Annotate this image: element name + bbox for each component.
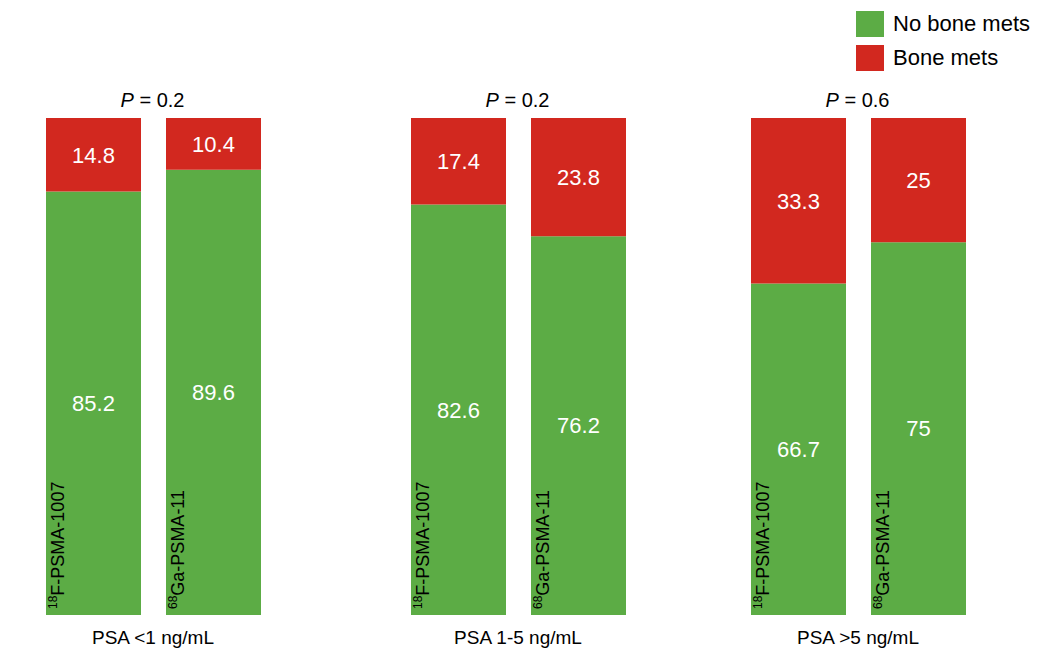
svg-text:76.2: 76.2 [557,413,600,438]
svg-text:18F-PSMA-1007: 18F-PSMA-1007 [411,482,433,609]
svg-text:25: 25 [906,168,930,193]
html-text:No bone mets: No bone mets [893,11,1030,36]
html-text:P = 0.2: P = 0.2 [120,89,185,111]
html-text:Bone mets: Bone mets [893,45,999,70]
svg-text:66.7: 66.7 [777,437,820,462]
svg-text:82.6: 82.6 [437,398,480,423]
svg-text:14.8: 14.8 [72,143,115,168]
svg-text:10.4: 10.4 [192,132,235,157]
svg-text:18F-PSMA-1007: 18F-PSMA-1007 [46,482,68,609]
html-text:P = 0.2: P = 0.2 [485,89,550,111]
svg-text:18F-PSMA-1007: 18F-PSMA-1007 [751,482,773,609]
svg-text:68Ga-PSMA-11: 68Ga-PSMA-11 [531,490,553,609]
svg-text:PSA >5 ng/mL: PSA >5 ng/mL [797,627,919,648]
svg-text:PSA <1 ng/mL: PSA <1 ng/mL [92,627,214,648]
svg-text:89.6: 89.6 [192,380,235,405]
svg-text:PSA 1-5 ng/mL: PSA 1-5 ng/mL [454,627,582,648]
html-text:P = 0.6: P = 0.6 [825,89,890,111]
svg-text:68Ga-PSMA-11: 68Ga-PSMA-11 [871,490,893,609]
svg-text:33.3: 33.3 [777,189,820,214]
svg-text:68Ga-PSMA-11: 68Ga-PSMA-11 [166,490,188,609]
svg-text:23.8: 23.8 [557,165,600,190]
svg-text:17.4: 17.4 [437,149,480,174]
svg-text:85.2: 85.2 [72,391,115,416]
svg-text:75: 75 [906,416,930,441]
